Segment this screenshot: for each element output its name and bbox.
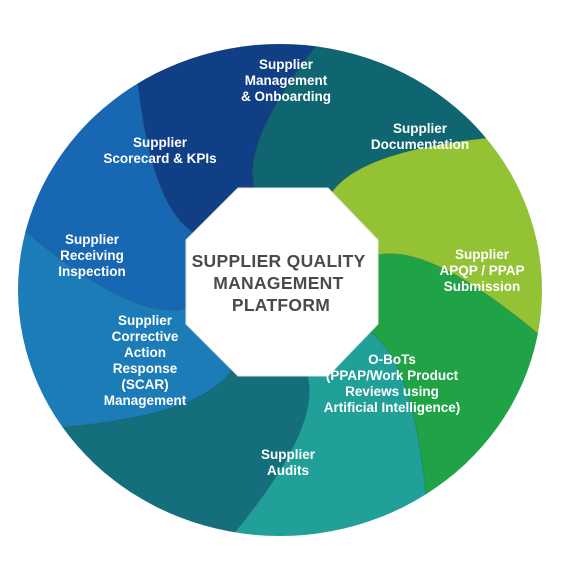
segment-label-3: Supplier APQP / PPAP Submission <box>439 247 524 294</box>
segment-label-6-line-1: Supplier <box>118 313 173 328</box>
segment-label-4-line-3: Reviews using <box>345 384 439 399</box>
segment-label-1-line-3: & Onboarding <box>241 89 331 104</box>
segment-label-8: Supplier Scorecard & KPIs <box>103 135 216 166</box>
segment-label-7-line-2: Receiving <box>60 248 124 263</box>
segment-label-3-line-2: APQP / PPAP <box>439 263 524 278</box>
center-title-line-3: PLATFORM <box>232 295 330 315</box>
center-title-line-2: MANAGEMENT <box>213 273 343 293</box>
center-title-line-1: SUPPLIER QUALITY <box>192 251 366 271</box>
segment-label-5-line-1: Supplier <box>261 447 316 462</box>
segment-label-6-line-2: Corrective <box>112 329 179 344</box>
segment-label-2-line-1: Supplier <box>393 121 448 136</box>
segment-label-6-line-6: Management <box>104 393 187 408</box>
segment-label-3-line-1: Supplier <box>455 247 510 262</box>
segment-label-1-line-2: Management <box>245 73 328 88</box>
segment-label-7: Supplier Receiving Inspection <box>58 232 126 279</box>
segment-label-1-line-1: Supplier <box>259 57 314 72</box>
segment-label-4-line-2: (PPAP/Work Product <box>326 368 459 383</box>
segment-label-6-line-4: Response <box>113 361 178 376</box>
segment-label-7-line-1: Supplier <box>65 232 120 247</box>
center-title: SUPPLIER QUALITY MANAGEMENT PLATFORM <box>192 251 371 315</box>
segment-label-6: Supplier Corrective Action Response (SCAR) Ma… <box>104 313 187 408</box>
segment-label-4: O-BoTs (PPAP/Work Product Reviews using Art… <box>324 352 461 415</box>
segment-wedge-8 <box>130 44 439 239</box>
center-octagon <box>185 187 379 377</box>
segment-label-8-line-2: Scorecard & KPIs <box>103 151 216 166</box>
segment-label-2: Supplier Documentation <box>371 121 469 152</box>
segment-label-6-line-3: Action <box>124 345 166 360</box>
segment-label-4-line-1: O-BoTs <box>368 352 416 367</box>
segment-label-7-line-3: Inspection <box>58 264 126 279</box>
segment-label-3-line-3: Submission <box>444 279 521 294</box>
segment-label-1: Supplier Management & Onboarding <box>241 57 331 104</box>
segment-label-5-line-2: Audits <box>267 463 309 478</box>
segment-label-4-line-4: Artificial Intelligence) <box>324 400 461 415</box>
segment-label-5: Supplier Audits <box>261 447 316 478</box>
segment-label-6-line-5: (SCAR) <box>121 377 168 392</box>
segment-label-2-line-2: Documentation <box>371 137 469 152</box>
segment-label-8-line-1: Supplier <box>133 135 188 150</box>
